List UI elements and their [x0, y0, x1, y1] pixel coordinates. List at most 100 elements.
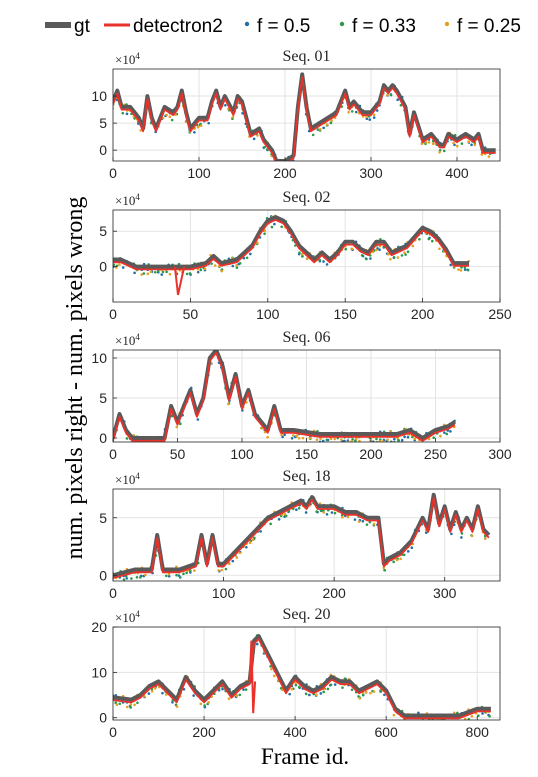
gt-line — [113, 215, 469, 269]
f-0-25-point — [270, 667, 273, 671]
f-0-33-point — [424, 721, 427, 724]
f-0-25-point — [322, 511, 325, 514]
f-0-5-point — [393, 437, 396, 441]
f-0-33-point — [130, 577, 133, 580]
f-0-33-point — [199, 268, 203, 272]
f-0-25-point — [213, 264, 217, 267]
y-tick-label: 0 — [99, 710, 107, 726]
f-0-25-point — [411, 721, 414, 724]
f-0-25-point — [164, 693, 168, 696]
f-0-33-point — [129, 706, 132, 709]
f-0-33-point — [304, 692, 308, 696]
f-0-25-point — [167, 572, 171, 576]
f-0-25-point — [473, 143, 477, 147]
f-0-25-point — [235, 263, 238, 267]
f-0-33-point — [322, 690, 325, 694]
f-0-33-point — [179, 422, 182, 426]
f-0-33-point — [280, 225, 283, 229]
f-0-33-point — [139, 576, 142, 579]
detectron2-line — [113, 638, 491, 720]
f-0-33-point — [360, 254, 364, 257]
f-0-25-point — [227, 697, 231, 700]
plot-frame — [112, 68, 501, 162]
f-0-5-point — [353, 518, 357, 521]
f-0-25-point — [308, 436, 312, 440]
f-0-33-point — [244, 688, 248, 691]
f-0-25-point — [369, 691, 372, 695]
f-0-33-point — [297, 685, 301, 689]
f-0-25-point — [248, 541, 252, 545]
f-0-25-point — [260, 427, 263, 430]
f-0-5-point — [425, 721, 428, 724]
f-0-25-point — [484, 537, 487, 540]
f-0-25-point — [297, 436, 301, 440]
x-tick-label: 0 — [109, 446, 117, 462]
f-0-33-point — [400, 254, 404, 257]
f-0-33-point — [136, 701, 139, 705]
f-0-33-point — [392, 560, 395, 564]
f-0-25-point — [251, 538, 255, 541]
f-0-5-point — [290, 436, 294, 440]
f-0-33-point — [270, 225, 274, 229]
f-0-25-point — [149, 270, 153, 274]
f-0-5-point — [410, 546, 414, 550]
panel-3: 0 50 100 150 200 250 300 0 5 10 ×104 Seq. 06 — [91, 329, 511, 462]
x-tick-label: 100 — [230, 446, 254, 462]
f-0-25-point — [365, 690, 368, 694]
f-0-25-point — [470, 714, 474, 718]
f-0-25-point — [144, 444, 147, 447]
legend-label: detectron2 — [133, 16, 223, 37]
y-exponent-label: ×104 — [115, 192, 140, 208]
f-0-33-point — [403, 721, 406, 724]
detectron2-spike — [173, 266, 186, 296]
f-0-5-point — [147, 692, 151, 695]
f-0-33-point — [210, 262, 213, 265]
f-0-33-point — [133, 117, 136, 120]
f-0-33-point — [329, 683, 333, 687]
f-0-33-point — [389, 93, 393, 97]
f-0-5-point — [192, 694, 195, 697]
f-0-5-point — [255, 642, 259, 646]
f-0-25-point — [378, 439, 382, 442]
y-tick-label: 0 — [99, 430, 107, 446]
x-tick-label: 250 — [488, 306, 512, 322]
f-0-25-point — [439, 434, 442, 438]
f-0-25-point — [154, 443, 157, 446]
panel-title: Seq. 06 — [283, 329, 331, 346]
f-0-5-point — [372, 440, 375, 442]
f-0-5-point — [280, 161, 283, 164]
f-0-5-point — [470, 143, 473, 147]
f-0-25-point — [480, 153, 484, 156]
f-0-5-point — [143, 443, 146, 446]
f-0-33-point — [365, 257, 368, 261]
f-0-25-point — [150, 689, 154, 693]
f-0-5-point — [439, 721, 442, 724]
f-0-5-point — [182, 687, 186, 691]
f-0-33-point — [158, 444, 161, 447]
f-0-25-point — [193, 569, 196, 572]
f-0-25-point — [487, 155, 491, 158]
f-0-25-point — [315, 693, 318, 696]
f-0-5-point — [400, 438, 404, 442]
x-tick-label: 300 — [433, 585, 457, 601]
y-tick-label: 0 — [99, 567, 107, 583]
detectron2-spike — [248, 640, 257, 714]
panel-title: Seq. 20 — [283, 606, 331, 623]
f-0-33-point — [178, 576, 182, 579]
f-0-33-point — [318, 258, 322, 262]
f-0-25-point — [133, 703, 136, 707]
f-0-25-point — [305, 257, 309, 260]
f-0-25-point — [350, 440, 353, 442]
f-0-5-point — [221, 687, 224, 691]
f-0-25-point — [245, 401, 248, 404]
f-0-33-point — [122, 578, 126, 581]
f-0-33-point — [333, 511, 337, 515]
f-0-5-point — [304, 511, 308, 514]
plot-frame — [112, 209, 501, 303]
f-0-5-point — [369, 257, 372, 260]
legend-label: gt — [74, 16, 91, 37]
f-0-25-point — [129, 702, 133, 706]
y-exponent-label: ×104 — [115, 609, 140, 625]
f-0-25-point — [427, 437, 431, 441]
f-0-5-point — [365, 117, 369, 120]
